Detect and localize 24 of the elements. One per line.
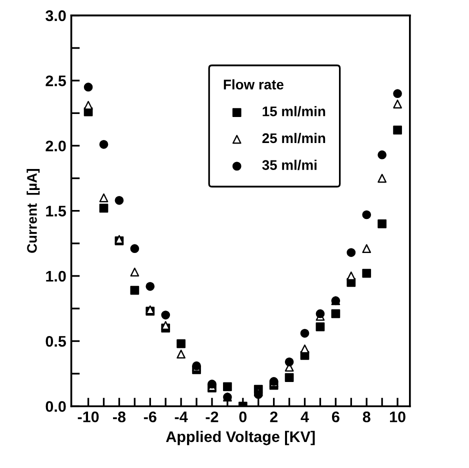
x-tick-label: -4	[174, 412, 188, 422]
x-axis-title: Applied Voltage [KV]	[166, 430, 315, 446]
y-tick-label: 2.0	[46, 140, 66, 152]
y-tick-label: 0.0	[46, 401, 66, 412]
x-tick-label: -2	[206, 411, 218, 422]
x-tick-label: 0	[239, 411, 247, 422]
x-tick-label: -10	[78, 411, 99, 422]
legend-label: 25 ml/min	[262, 132, 326, 144]
x-tick-label: -8	[113, 411, 126, 422]
x-tick-label: 4	[300, 412, 309, 422]
legend-label: 15 ml/min	[262, 106, 326, 116]
y-tick-label: 0.5	[46, 336, 66, 347]
x-tick-label: 8	[362, 411, 370, 422]
y-tick-label: 1.5	[46, 206, 66, 217]
y-tick-label: 3.0	[46, 10, 66, 22]
legend-title: Flow rate	[224, 79, 284, 90]
legend-label: 35 ml/mi	[262, 160, 316, 170]
x-tick-label: 2	[270, 411, 278, 422]
x-tick-label: 10	[390, 411, 406, 422]
x-tick-label: 6	[332, 411, 340, 422]
x-tick-label: -6	[144, 411, 156, 422]
y-axis-title: Current [µA]	[26, 169, 40, 253]
y-tick-label: 1.0	[46, 270, 66, 282]
y-tick-label: 2.5	[46, 75, 66, 86]
